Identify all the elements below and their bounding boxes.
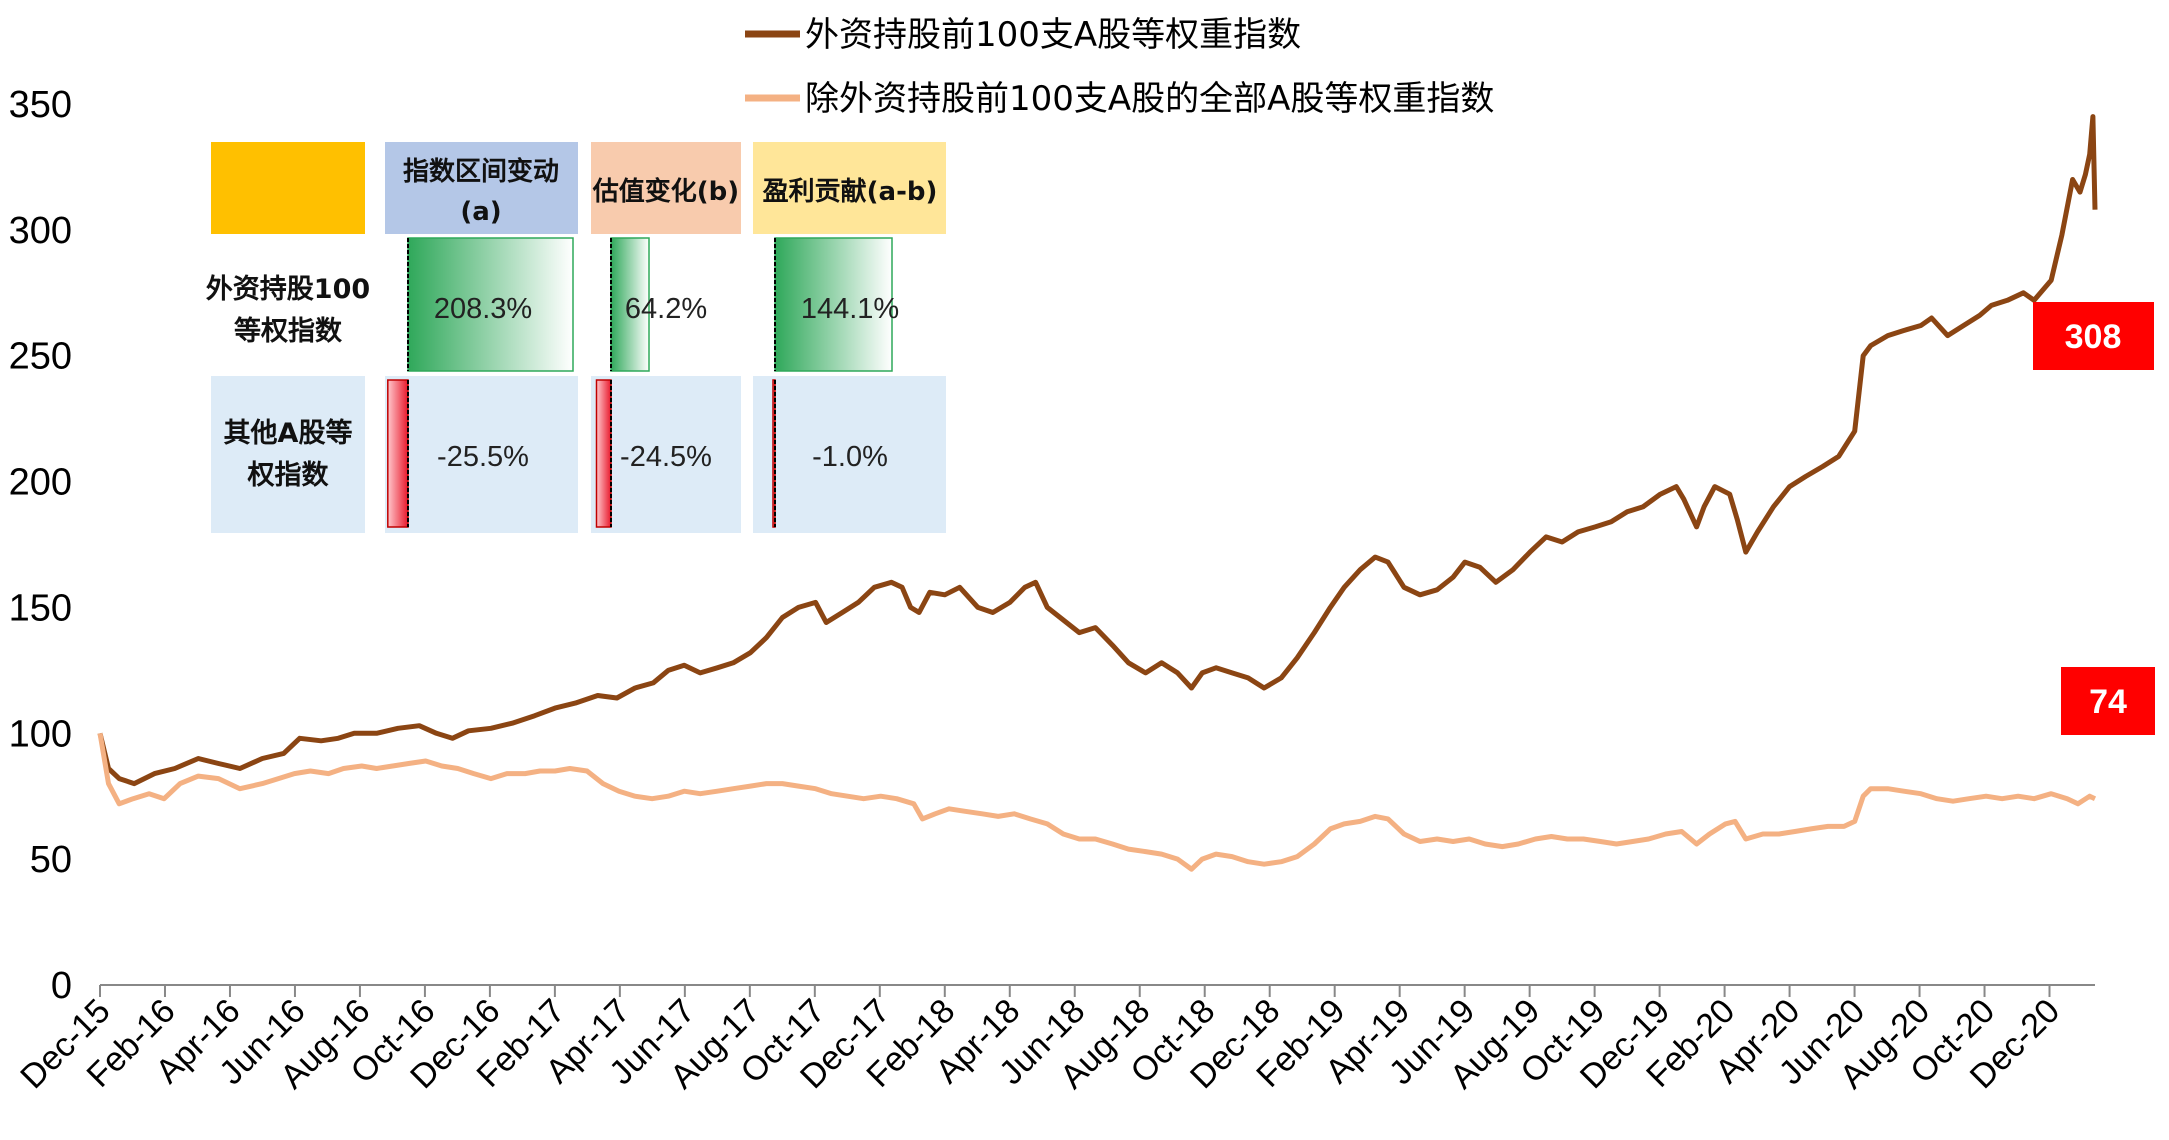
inset-header-change-line2: (a): [460, 197, 501, 227]
inset-header-change-line1: 指数区间变动: [403, 156, 559, 187]
inset-bar: [387, 379, 409, 528]
inset-header-cell-valuation: [591, 142, 741, 234]
series-line-foreign-top100: [97, 114, 2098, 787]
y-tick-label: 100: [9, 713, 72, 755]
inset-bar: [610, 237, 650, 372]
inset-bar: [595, 379, 612, 528]
inset-row2-label-line2: 权指数: [247, 460, 330, 491]
inset-header-valuation: 估值变化(b): [592, 176, 739, 207]
end-label-series-1-text: 308: [2065, 318, 2122, 356]
end-label-series-2: 74: [2061, 667, 2155, 735]
y-tick-label: 150: [9, 587, 72, 629]
y-tick-label: 250: [9, 336, 72, 378]
inset-row2-cell3-bg: [753, 376, 946, 533]
end-label-series-2-text: 74: [2089, 683, 2127, 721]
inset-row1-label-line1: 外资持股100: [206, 274, 370, 305]
inset-row2-label-bg: [211, 376, 365, 533]
inset-header-earnings: 盈利贡献(a-b): [762, 177, 938, 207]
inset-row2-earnings-value: -1.0%: [812, 441, 888, 473]
inset-header-cell-change: [385, 142, 578, 234]
y-tick-label: 50: [30, 839, 72, 881]
y-tick-label: 300: [9, 210, 72, 252]
inset-header-corner: [211, 142, 365, 234]
inset-table: 指数区间变动 (a) 估值变化(b) 盈利贡献(a-b) 外资持股100 等权指…: [206, 142, 946, 533]
legend: 外资持股前100支A股等权重指数 除外资持股前100支A股的全部A股等权重指数: [745, 15, 1494, 119]
series-line-other-a-shares: [97, 732, 2097, 872]
end-label-series-1: 308: [2033, 302, 2154, 370]
inset-row1-change-value: 208.3%: [434, 293, 532, 325]
inset-row2-cell2-bg: [591, 376, 741, 533]
legend-label-series-1: 外资持股前100支A股等权重指数: [805, 15, 1301, 55]
inset-header-cell-earnings: [753, 142, 946, 234]
inset-row2-label-line1: 其他A股等: [224, 417, 353, 449]
y-tick-label: 350: [9, 84, 72, 126]
inset-row2-cell1-bg: [385, 376, 578, 533]
legend-label-series-2: 除外资持股前100支A股的全部A股等权重指数: [805, 79, 1494, 119]
y-tick-label: 0: [51, 965, 72, 1007]
x-axis: Dec-15Feb-16Apr-16Jun-16Aug-16Oct-16Dec-…: [13, 984, 2095, 1096]
inset-row1-earnings-value: 144.1%: [801, 293, 899, 325]
inset-row1-valuation-value: 64.2%: [625, 293, 707, 325]
inset-row1-label-line2: 等权指数: [234, 315, 343, 347]
inset-row2-change-value: -25.5%: [437, 441, 529, 473]
y-tick-label: 200: [9, 462, 72, 504]
inset-row2-valuation-value: -24.5%: [620, 441, 712, 473]
inset-bar: [407, 237, 574, 372]
inset-bar: [774, 237, 893, 372]
y-axis: 0 50 100 150 200 250 300 350: [9, 84, 72, 1007]
